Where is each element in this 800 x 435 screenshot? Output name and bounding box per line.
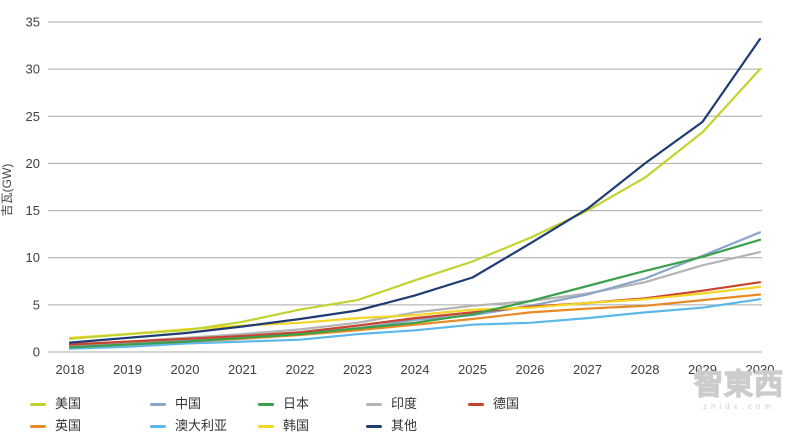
legend-item-印度: 印度 [366, 397, 417, 411]
x-tick-label: 2022 [286, 362, 315, 377]
series-line-美国 [68, 67, 762, 340]
legend-item-中国: 中国 [150, 397, 201, 411]
series-line-其他 [68, 37, 762, 344]
x-tick-label: 2028 [631, 362, 660, 377]
legend-swatch-icon [366, 424, 382, 428]
x-tick-label: 2023 [343, 362, 372, 377]
legend-item-澳大利亚: 澳大利亚 [150, 419, 227, 433]
y-tick-label: 20 [26, 156, 40, 171]
legend-label: 中国 [175, 396, 202, 411]
x-tick-label: 2020 [171, 362, 200, 377]
legend-item-韩国: 韩国 [258, 419, 309, 433]
legend-item-其他: 其他 [366, 419, 417, 433]
legend-swatch-icon [30, 424, 46, 428]
x-tick-label: 2021 [228, 362, 257, 377]
series-line-澳大利亚 [68, 298, 762, 350]
y-tick-label: 10 [26, 250, 40, 265]
watermark-domain-text: zhidx.com [702, 402, 775, 411]
legend-swatch-icon [150, 402, 166, 406]
x-tick-label: 2024 [401, 362, 430, 377]
legend-label: 澳大利亚 [175, 418, 228, 433]
legend-label: 日本 [283, 396, 310, 411]
y-tick-label: 25 [26, 109, 40, 124]
legend-item-英国: 英国 [30, 419, 81, 433]
x-tick-label: 2019 [113, 362, 142, 377]
y-axis-title: 吉瓦(GW) [0, 163, 14, 217]
legend-swatch-icon [366, 402, 382, 406]
legend-item-德国: 德国 [468, 397, 519, 411]
y-tick-label: 5 [33, 297, 40, 312]
legend-label: 德国 [493, 396, 520, 411]
legend-item-日本: 日本 [258, 397, 309, 411]
x-tick-label: 2025 [458, 362, 487, 377]
legend-swatch-icon [468, 402, 484, 406]
x-tick-label: 2027 [573, 362, 602, 377]
x-tick-label: 2029 [688, 362, 717, 377]
legend-swatch-icon [258, 424, 274, 428]
legend-label: 其他 [391, 418, 418, 433]
legend-label: 韩国 [283, 418, 310, 433]
x-tick-label: 2018 [56, 362, 85, 377]
legend-item-美国: 美国 [30, 397, 81, 411]
x-tick-label: 2026 [516, 362, 545, 377]
legend-label: 印度 [391, 396, 418, 411]
legend-swatch-icon [258, 402, 274, 406]
x-tick-label: 2030 [746, 362, 775, 377]
legend-label: 英国 [55, 418, 82, 433]
legend-swatch-icon [150, 424, 166, 428]
series-line-日本 [68, 238, 762, 349]
y-tick-label: 35 [26, 15, 40, 30]
y-tick-label: 30 [26, 62, 40, 77]
legend-swatch-icon [30, 402, 46, 406]
legend-label: 美国 [55, 396, 82, 411]
y-tick-label: 0 [33, 345, 40, 360]
y-tick-label: 15 [26, 203, 40, 218]
